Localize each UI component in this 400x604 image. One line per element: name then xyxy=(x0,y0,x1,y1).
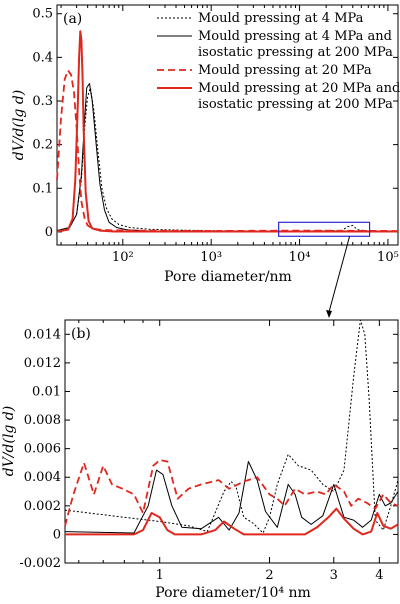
chart-panel-b: (b) dV/d(lg d) Pore diameter/10⁴ nm -0.0… xyxy=(1,319,399,601)
panel-label-b: (b) xyxy=(71,326,91,342)
x-tick-label: 2 xyxy=(265,568,273,583)
x-tick-label: 3 xyxy=(330,568,338,583)
legend: Mould pressing at 4 MPa Mould pressing at… xyxy=(157,11,400,112)
plot-frame-a xyxy=(56,4,399,246)
series-line-4 xyxy=(56,30,398,233)
legend-label: Mould pressing at 20 MPa and xyxy=(198,81,400,96)
y-tick-label: 0.5 xyxy=(32,7,53,22)
x-axis-label-b: Pore diameter/10⁴ nm xyxy=(155,585,311,601)
y-tick-label: 0.2 xyxy=(32,138,53,153)
y-tick-label: 0.014 xyxy=(24,327,61,342)
series-line-1 xyxy=(56,87,399,232)
axis-ticks-b: -0.002 0 0.002 0.004 0.006 0.008 0.01 0.012 0.01… xyxy=(19,320,398,583)
y-tick-label: 0 xyxy=(53,527,61,542)
series-line-4 xyxy=(65,507,399,536)
legend-label: Mould pressing at 4 MPa xyxy=(198,11,364,26)
x-tick-label: 1 xyxy=(156,568,164,583)
axis-ticks-a: 0 0.1 0.2 0.3 0.4 0.5 10² 10³ 10⁴ 10⁵ xyxy=(32,5,399,265)
series-lines-a xyxy=(56,30,399,233)
panel-label-a: (a) xyxy=(63,11,82,27)
x-tick-label: 10⁵ xyxy=(377,250,399,265)
y-tick-label: 0 xyxy=(45,225,53,240)
chart-panel-a: (a) dV/d(lg d) Pore diameter/nm 00.10.20… xyxy=(11,4,400,285)
y-axis-label-b: dV/d(lg d) xyxy=(1,406,17,477)
legend-label: isostatic pressing at 200 MPa xyxy=(198,97,393,112)
series-line-2 xyxy=(64,461,399,534)
y-tick-label: 0.004 xyxy=(24,470,61,485)
x-axis-label-a: Pore diameter/nm xyxy=(164,269,292,285)
series-line-1 xyxy=(64,319,399,534)
series-line-3 xyxy=(64,459,399,527)
series-lines-b xyxy=(64,319,399,536)
y-tick-label: 0.01 xyxy=(32,384,61,399)
y-tick-label: 0.012 xyxy=(24,356,61,371)
zoom-connector-arrow xyxy=(326,236,351,318)
x-tick-label: 10⁴ xyxy=(289,250,311,265)
x-tick-label: 10³ xyxy=(200,250,222,265)
y-tick-label: 0.4 xyxy=(32,50,53,65)
zoom-region-box xyxy=(278,221,371,237)
y-tick-label: -0.002 xyxy=(19,556,61,571)
legend-label: Mould pressing at 20 MPa xyxy=(198,63,372,78)
x-tick-label: 4 xyxy=(375,568,383,583)
legend-label: Mould pressing at 4 MPa and xyxy=(198,29,392,44)
y-tick-label: 0.002 xyxy=(24,499,61,514)
plot-frame-b xyxy=(64,319,399,564)
y-tick-label: 0.1 xyxy=(32,181,53,196)
x-tick-label: 10² xyxy=(112,250,134,265)
y-tick-label: 0.006 xyxy=(24,442,61,457)
y-tick-label: 0.3 xyxy=(32,94,53,109)
legend-label: isostatic pressing at 200 MPa xyxy=(198,45,393,60)
y-tick-label: 0.008 xyxy=(24,413,61,428)
y-axis-label-a: dV/d(lg d) xyxy=(11,90,27,161)
